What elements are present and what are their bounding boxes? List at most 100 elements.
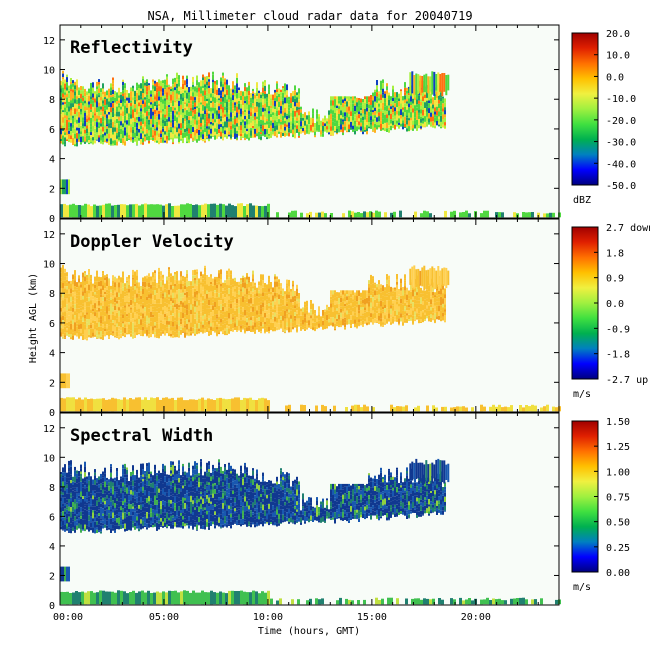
echo-cell: [404, 92, 406, 96]
echo-cell: [166, 331, 168, 334]
echo-cell: [402, 315, 404, 318]
echo-cell: [158, 323, 160, 329]
echo-cell: [254, 102, 256, 107]
echo-cell: [186, 301, 188, 305]
echo-cell: [372, 125, 374, 131]
echo-cell: [122, 283, 124, 288]
echo-cell: [80, 300, 82, 306]
echo-cell: [336, 99, 338, 104]
echo-cell: [162, 332, 164, 334]
echo-cell: [212, 125, 214, 132]
echo-cell: [262, 280, 264, 285]
echo-cell: [234, 119, 236, 125]
echo-cell: [88, 297, 90, 302]
echo-cell: [176, 309, 178, 313]
echo-cell: [346, 314, 348, 321]
echo-cell: [118, 103, 120, 106]
echo-cell: [260, 285, 262, 289]
echo-cell: [230, 117, 232, 122]
echo-cell: [206, 321, 208, 328]
echo-cell: [378, 298, 380, 302]
echo-cell: [70, 329, 72, 335]
echo-cell: [382, 118, 384, 125]
echo-cell: [164, 324, 166, 331]
echo-cell: [168, 132, 170, 138]
echo-cell: [114, 124, 116, 128]
echo-cell: [380, 100, 382, 104]
echo-cell: [298, 93, 300, 100]
echo-cell: [378, 106, 380, 109]
echo-cell: [404, 127, 406, 128]
echo-cell: [146, 99, 148, 105]
echo-cell: [184, 128, 186, 133]
echo-cell: [216, 137, 218, 139]
echo-cell: [250, 93, 252, 98]
echo-cell: [164, 117, 166, 121]
surface-echo: [240, 203, 243, 218]
echo-cell: [110, 119, 112, 123]
echo-cell: [64, 83, 66, 90]
echo-cell: [392, 300, 394, 304]
echo-cell: [156, 332, 158, 337]
echo-cell: [312, 314, 314, 319]
echo-cell: [238, 318, 240, 321]
echo-cell: [84, 318, 86, 322]
echo-cell: [134, 306, 136, 312]
echo-cell: [334, 304, 336, 311]
echo-cell: [134, 298, 136, 302]
echo-cell: [62, 304, 64, 309]
echo-cell: [214, 279, 216, 285]
echo-cell: [392, 287, 394, 292]
echo-cell: [80, 295, 82, 300]
echo-cell: [154, 124, 156, 129]
echo-cell: [262, 87, 264, 93]
echo-cell: [222, 329, 224, 334]
echo-cell: [212, 122, 214, 126]
echo-cell: [290, 307, 292, 311]
echo-cell: [234, 327, 236, 330]
echo-cell: [164, 292, 166, 298]
echo-cell: [156, 110, 158, 115]
echo-cell: [266, 310, 268, 315]
echo-cell: [264, 296, 266, 301]
echo-cell: [354, 98, 356, 104]
echo-cell: [270, 105, 272, 108]
echo-cell: [330, 299, 332, 304]
echo-cell: [192, 306, 194, 310]
echo-cell: [90, 123, 92, 127]
echo-cell: [162, 109, 164, 112]
echo-cell: [194, 314, 196, 319]
echo-cell: [106, 128, 108, 134]
echo-cell: [258, 281, 260, 286]
echo-cell: [144, 311, 146, 317]
echo-cell: [164, 138, 166, 141]
echo-cell: [356, 316, 358, 323]
echo-cell: [356, 296, 358, 302]
echo-cell: [236, 298, 238, 304]
echo-cell: [92, 131, 94, 138]
echo-cell: [238, 130, 240, 136]
echo-cell: [158, 303, 160, 308]
echo-cell: [382, 79, 384, 84]
echo-cell: [244, 121, 246, 126]
echo-cell: [382, 322, 384, 325]
echo-cell: [140, 108, 142, 112]
echo-cell: [156, 299, 158, 304]
echo-cell: [148, 124, 150, 131]
echo-cell: [252, 316, 254, 322]
echo-cell: [164, 131, 166, 135]
echo-cell: [438, 122, 440, 125]
echo-cell: [76, 116, 78, 120]
echo-cell: [364, 99, 366, 104]
echo-cell: [74, 122, 76, 126]
echo-cell: [266, 326, 268, 332]
echo-cell: [220, 300, 222, 305]
echo-cell: [110, 107, 112, 113]
echo-cell: [232, 95, 234, 101]
echo-cell: [420, 126, 422, 129]
echo-cell: [242, 137, 244, 138]
echo-cell: [260, 293, 262, 297]
echo-cell: [392, 291, 394, 294]
echo-cell: [70, 323, 72, 330]
echo-cell: [304, 301, 306, 305]
